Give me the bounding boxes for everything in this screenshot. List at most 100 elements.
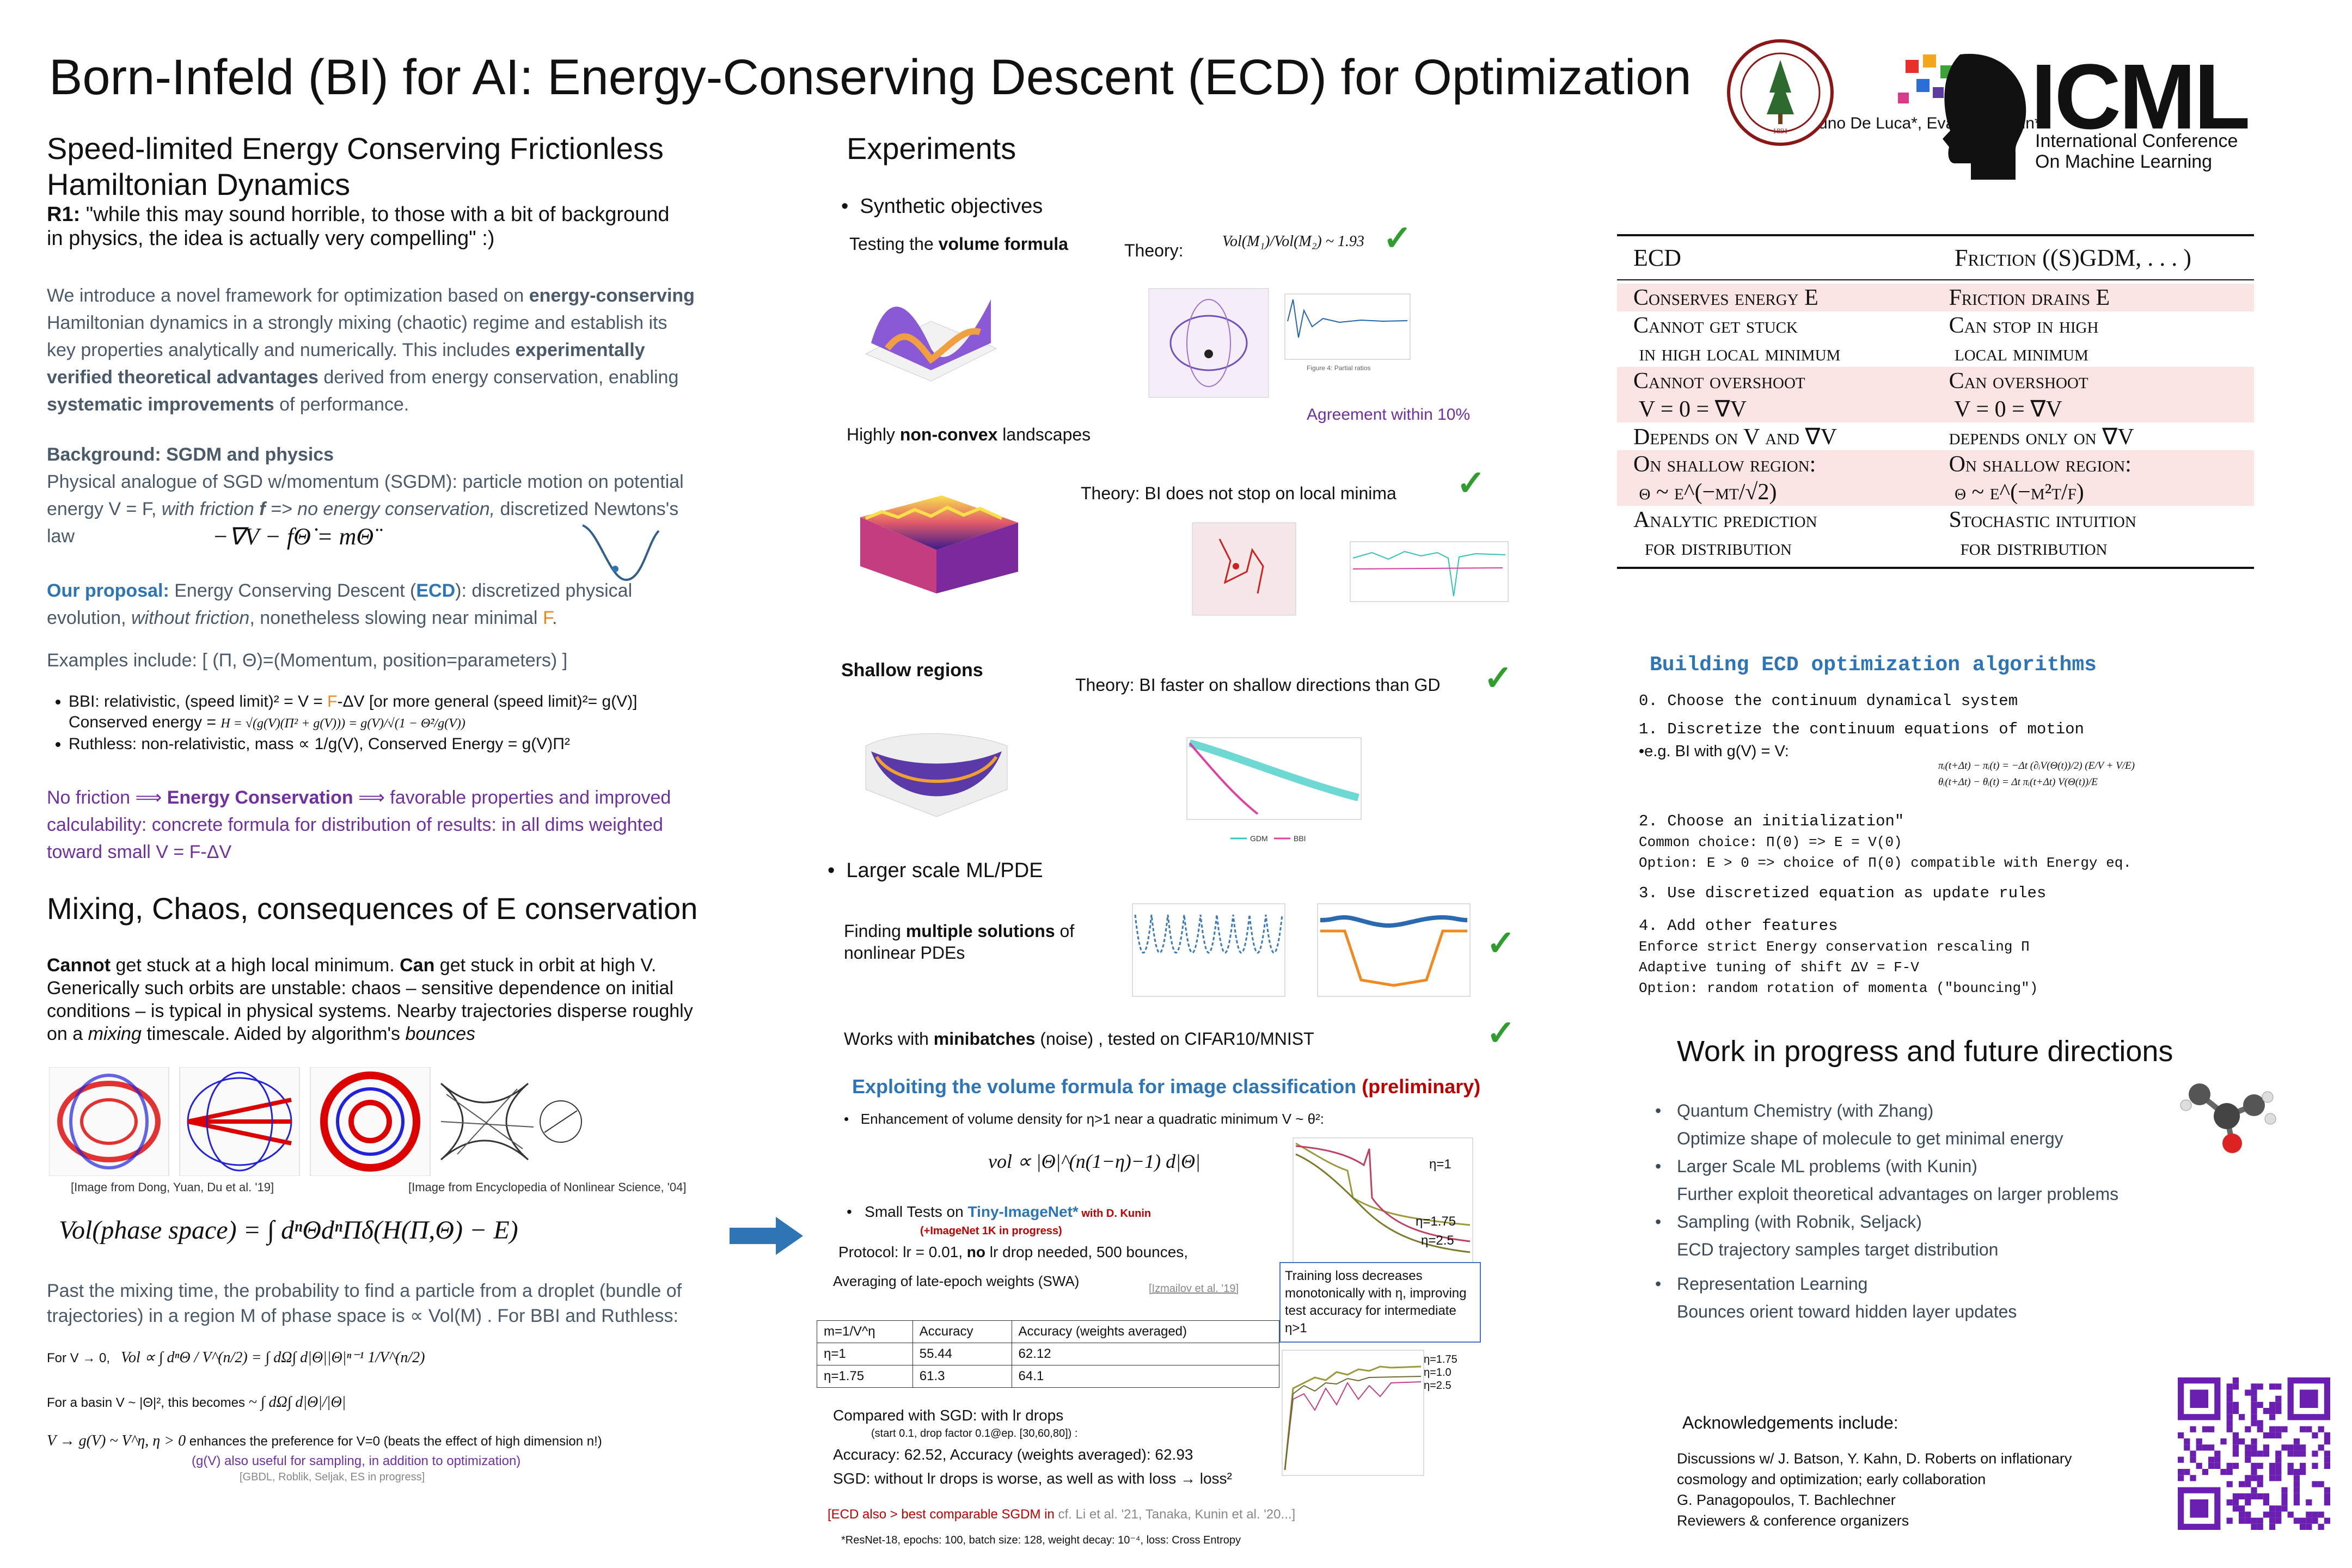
comparison-row: Cannot get stuck Can stop in high [1617, 311, 2254, 339]
acc-label-eta175: η=1.75 [1424, 1353, 1457, 1365]
icml-logo: ICML International Conference On Machine… [1895, 44, 2319, 185]
step-4: 4. Add other features [1639, 917, 1838, 935]
test-accuracy-plot [1282, 1350, 1424, 1476]
enhance-item: • Enhancement of volume density for η>1 … [844, 1111, 1325, 1127]
gv-ref: [GBDL, Roblik, Seljak, ES in progress] [240, 1471, 425, 1483]
sgd-worse: SGD: without lr drops is worse, as well … [833, 1470, 1232, 1487]
comparison-cell-friction: Stochastic intuition [1949, 507, 2136, 532]
build-steps-2: 2. Choose an initialization" Common choi… [1639, 811, 2292, 999]
comparison-cell-friction: for distribution [1949, 535, 2108, 560]
table-row: η=1.75 61.3 64.1 [817, 1365, 1280, 1388]
ecd-vs-friction-table: ECD Friction ((S)GDM, . . . ) Conserves … [1617, 234, 2254, 569]
arrow-right-icon [730, 1217, 803, 1255]
wip-list: • Quantum Chemistry (with Zhang) Optimize … [1655, 1097, 2172, 1326]
training-loss-note: Training loss decreases monotonically wi… [1279, 1262, 1481, 1343]
icml-sub2: On Machine Learning [2035, 151, 2213, 172]
surface-plot-volume [865, 299, 997, 382]
orbit-plot-2 [179, 1067, 300, 1176]
comparison-cell-ecd: V = 0 = ∇V [1633, 396, 1747, 422]
izmailov-ref: [Izmailov et al. '19] [1149, 1283, 1239, 1295]
theory-shallow: Theory: BI faster on shallow directions … [1075, 675, 1441, 695]
build-steps: 0. Choose the continuum dynamical system… [1639, 690, 2292, 762]
seal-year: 1891 [1773, 127, 1788, 136]
wip-item-detail: Optimize shape of molecule to get minima… [1677, 1129, 2063, 1148]
exploit-title: Exploiting the volume formula for image … [852, 1075, 1481, 1098]
orbit-caption: [Image from Dong, Yuan, Du et al. '19] [71, 1180, 274, 1194]
experiments-heading: Experiments [847, 131, 1016, 166]
volume-equation: Vol(phase space) = ∫ dⁿΘdⁿΠδ(H(Π,Θ) − E) [59, 1216, 518, 1245]
check-icon-5: ✓ [1486, 1013, 1516, 1052]
step-1: 1. Discretize the continuum equations of… [1639, 720, 2084, 738]
comparison-row: Cannot overshoot Can overshoot [1617, 367, 2254, 395]
step-3: 3. Use discretized equation as update ru… [1639, 884, 2047, 902]
comparison-cell-friction: On shallow region: [1949, 451, 2132, 477]
comparison-cell-ecd: Cannot overshoot [1633, 368, 1805, 394]
theory-volume-ratio: Vol(M₁)/Vol(M₂) ~ 1.93 [1222, 233, 1364, 250]
build-title: Building ECD optimization algorithms [1650, 653, 2097, 677]
wip-item: • Representation Learning Bounces orient t… [1655, 1270, 2172, 1326]
newton-equation: −∇V − fΘ̇ = mΘ̈ [212, 523, 374, 550]
wip-item-title: Quantum Chemistry (with Zhang) [1677, 1101, 1934, 1120]
left-heading-2: Mixing, Chaos, consequences of E conserv… [47, 891, 698, 926]
wip-item-detail: Bounces orient toward hidden layer updat… [1677, 1302, 2017, 1321]
check-icon-1: ✓ [1383, 218, 1412, 258]
check-icon-2: ✓ [1456, 463, 1486, 503]
larger-scale-item: • Larger scale ML/PDE [828, 859, 1043, 882]
wip-item: • Larger Scale ML problems (with Kunin) Fu… [1655, 1153, 2172, 1208]
minibatch-label: Works with minibatches (noise) , tested … [844, 1029, 1314, 1049]
comparison-header-friction: Friction ((S)GDM, . . . ) [1955, 244, 2191, 271]
resnet-footnote: *ResNet-18, epochs: 100, batch size: 128… [841, 1534, 1241, 1546]
ecd-better-note: [ECD also > best comparable SGDM in cf. … [828, 1507, 1296, 1522]
mixing-paragraph: Cannot get stuck at a high local minimum… [47, 955, 693, 1044]
small-tests-item: • Small Tests on Tiny-ImageNet* with D. … [847, 1203, 1152, 1220]
comparison-cell-friction: Can overshoot [1949, 368, 2088, 394]
background-section: Background: SGDM and physics Physical an… [47, 444, 684, 547]
acc-label-eta10: η=1.0 [1424, 1367, 1451, 1379]
icml-head-icon [1898, 53, 2026, 180]
comparison-row: in high local minimum local minimum [1617, 339, 2254, 367]
comparison-row: On shallow region: On shallow region: [1617, 450, 2254, 478]
qr-code-icon[interactable] [2178, 1377, 2330, 1530]
shallow-label: Shallow regions [841, 660, 983, 681]
acc-label-eta25: η=2.5 [1424, 1380, 1451, 1392]
pde-label: Finding multiple solutions of nonlinear … [844, 921, 1075, 963]
wip-item-title: Sampling (with Robnik, Seljack) [1677, 1212, 1922, 1232]
ack-lines: Discussions w/ J. Batson, Y. Kahn, D. Ro… [1677, 1450, 2072, 1529]
comparison-cell-ecd: in high local minimum [1633, 340, 1841, 366]
wip-item: • Sampling (with Robnik, Seljack) ECD traj… [1655, 1208, 2172, 1264]
orbit-trajectory-plots [49, 1067, 431, 1176]
examples-list: BBI: relativistic, (speed limit)² = V = … [47, 691, 711, 755]
theory-label: Theory: [1124, 241, 1184, 260]
shallow-convergence-plot: GDM BBI [1186, 737, 1362, 843]
averaging-line: Averaging of late-epoch weights (SWA) [833, 1273, 1080, 1289]
comparison-cell-ecd: Cannot get stuck [1633, 313, 1798, 338]
sgd-compare: Compared with SGD: with lr drops [833, 1407, 1064, 1424]
ack-title: Acknowledgements include: [1682, 1413, 1898, 1432]
loss-label-eta25: η=2.5 [1421, 1233, 1454, 1248]
basin-row: For a basin V ~ |Θ|², this becomes ~ ∫ d… [47, 1394, 346, 1411]
comparison-row: θ ~ e^(−mt/√2) θ ~ e^(−m²t/f) [1617, 478, 2254, 506]
legend-bbi: BBI [1294, 834, 1306, 843]
reviewer-quote: R1: "while this may sound horrible, to t… [47, 203, 670, 250]
nonconvex-label: Highly non-convex landscapes [847, 425, 1091, 444]
table-header-cell: Accuracy [912, 1320, 1012, 1343]
check-icon-4: ✓ [1486, 923, 1516, 963]
table-header-row: m=1/V^η Accuracy Accuracy (weights avera… [817, 1320, 1280, 1343]
orbit-plot-1 [49, 1067, 169, 1176]
sgd-accuracy: Accuracy: 62.52, Accuracy (weights avera… [833, 1446, 1193, 1463]
comparison-cell-friction: θ ~ e^(−m²t/f) [1949, 479, 2084, 505]
comparison-row: V = 0 = ∇V V = 0 = ∇V [1617, 395, 2254, 422]
comparison-row: for distribution for distribution [1617, 534, 2254, 561]
orbit-plot-3 [310, 1067, 431, 1176]
protocol-line: Protocol: lr = 0.01, no lr drop needed, … [838, 1244, 1189, 1260]
wip-item-title: Representation Learning [1677, 1274, 1868, 1294]
check-icon-3: ✓ [1484, 658, 1513, 697]
wip-item-detail: ECD trajectory samples target distributi… [1677, 1240, 1999, 1259]
partial-ratios-caption: Figure 4: Partial ratios [1307, 364, 1370, 372]
step-1-example: •e.g. BI with g(V) = V: [1639, 743, 1789, 760]
comparison-cell-ecd: On shallow region: [1633, 451, 1816, 477]
partial-ratios-plot: Figure 4: Partial ratios [1284, 293, 1411, 372]
trajectory-3d-plot [1148, 288, 1269, 398]
potential-well-icon [582, 524, 660, 581]
trajectory-minima-plot [1192, 522, 1296, 616]
